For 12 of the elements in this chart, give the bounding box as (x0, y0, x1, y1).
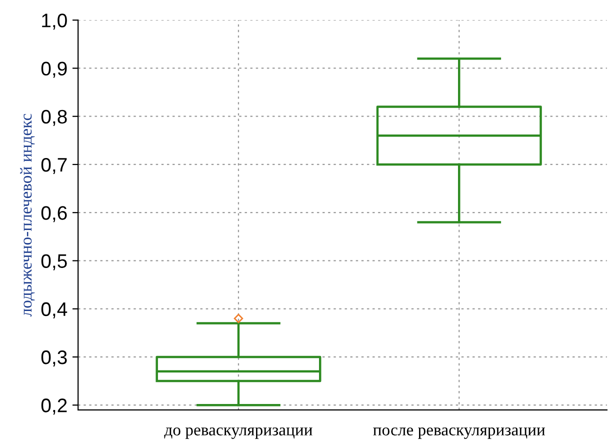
y-tick-label: 0,6 (41, 206, 67, 222)
y-tick-label: 0,5 (41, 254, 67, 270)
y-tick-label: 0,7 (41, 158, 67, 174)
y-tick-label: 0,8 (41, 110, 67, 126)
y-tick-label: 0,2 (41, 398, 67, 415)
y-tick-label: 1,0 (42, 14, 67, 30)
y-axis-title: лодыжечно-плечевой индекс (20, 114, 35, 316)
x-tick-label: до реваскуляризации (164, 427, 312, 439)
y-tick-label: 0,9 (41, 62, 67, 78)
y-tick-label: 0,3 (41, 350, 67, 366)
y-tick-label: 0,4 (41, 302, 68, 318)
x-tick-label: после реваскуляризации (373, 427, 546, 439)
